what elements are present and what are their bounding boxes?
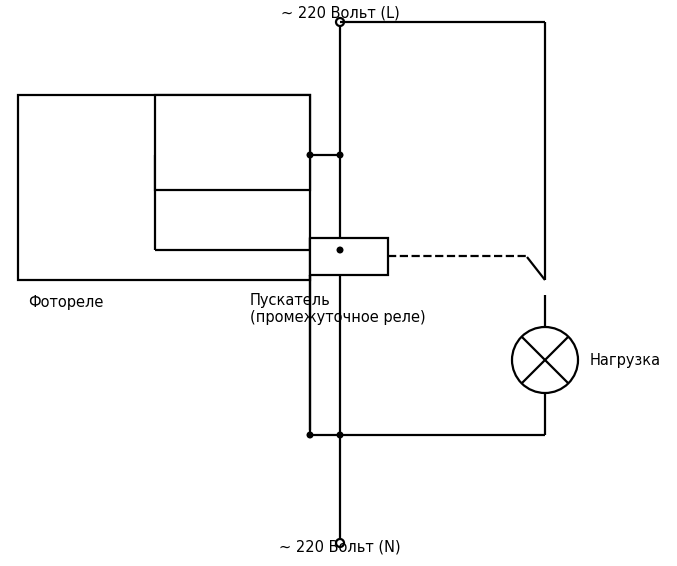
Circle shape: [336, 247, 343, 254]
Circle shape: [336, 431, 343, 439]
Circle shape: [307, 152, 313, 158]
Text: Фотореле: Фотореле: [28, 295, 104, 310]
Text: Пускатель
(промежуточное реле): Пускатель (промежуточное реле): [250, 293, 426, 325]
Text: ~ 220 Вольт (L): ~ 220 Вольт (L): [281, 5, 399, 20]
Text: ~ 220 Вольт (N): ~ 220 Вольт (N): [279, 540, 401, 555]
Bar: [18, 95, 310, 280]
Bar: [310, 238, 388, 275]
Bar: [155, 95, 310, 190]
Circle shape: [336, 152, 343, 158]
Text: Нагрузка: Нагрузка: [590, 353, 661, 367]
Circle shape: [307, 431, 313, 439]
